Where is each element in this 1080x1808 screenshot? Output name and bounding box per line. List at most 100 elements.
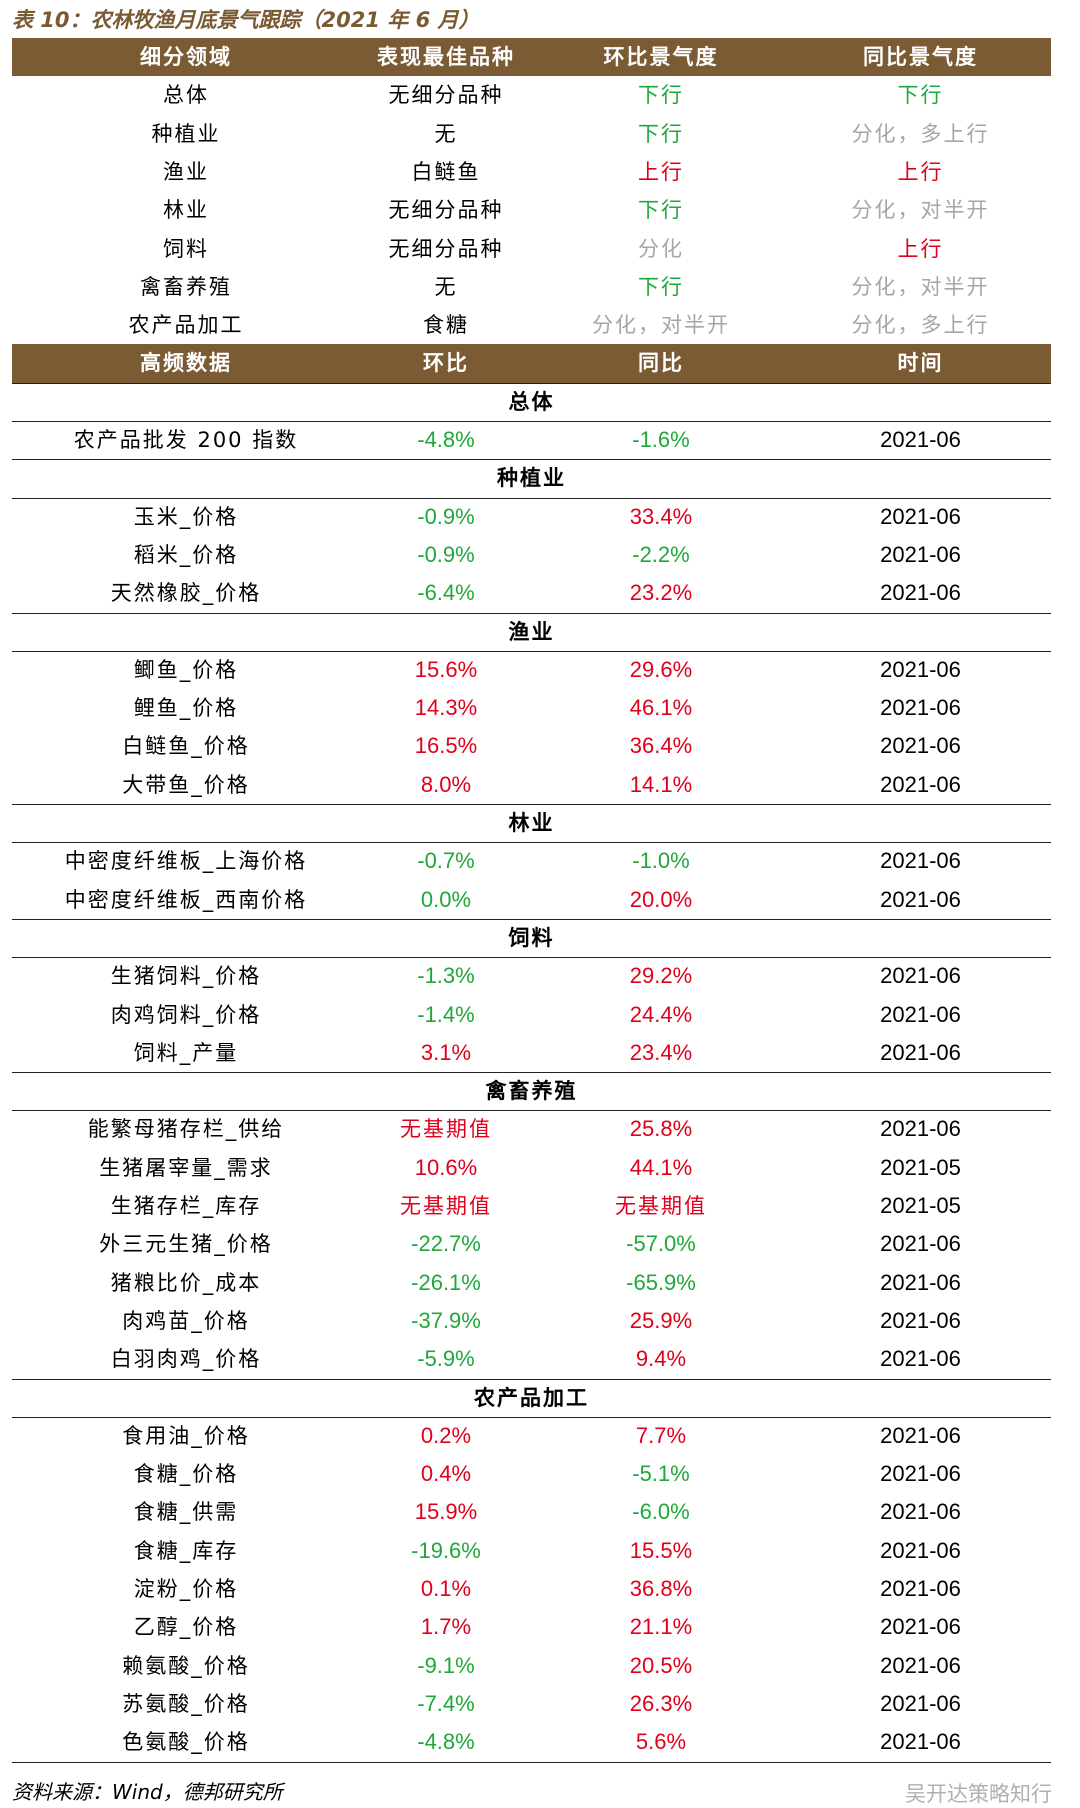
table-cell: 天然橡胶_价格 xyxy=(110,581,262,606)
header-cell: 同比 xyxy=(638,351,684,376)
table-cell: -4.8% xyxy=(417,427,475,452)
table-cell: 10.6% xyxy=(414,1154,478,1180)
table-cell: 食糖_价格 xyxy=(133,1462,239,1487)
table-cell: 2021-06 xyxy=(880,1499,961,1525)
rule xyxy=(12,918,1051,920)
section-title: 种植业 xyxy=(497,466,566,491)
table-cell: 2021-05 xyxy=(880,1193,961,1218)
table-cell: 2021-06 xyxy=(880,1039,961,1065)
table-cell: 2021-06 xyxy=(880,580,961,606)
table-cell: 2021-06 xyxy=(880,503,961,529)
table-cell: 能繁母猪存栏_供给 xyxy=(87,1117,285,1142)
table-cell: 下行 xyxy=(638,121,684,146)
table-cell: 上行 xyxy=(897,236,944,261)
table-cell: 25.9% xyxy=(629,1307,693,1333)
table-cell: 15.9% xyxy=(414,1499,478,1525)
table-cell: 2021-06 xyxy=(880,1116,961,1142)
table-cell: 食糖_库存 xyxy=(133,1538,239,1563)
table-cell: 食糖 xyxy=(423,313,469,338)
table-cell: 2021-06 xyxy=(880,1269,961,1295)
table-cell: 2021-06 xyxy=(880,1346,961,1372)
header-bar xyxy=(12,344,1051,383)
table-cell: 2021-06 xyxy=(880,1307,961,1333)
table-cell: 20.0% xyxy=(629,886,693,912)
table-cell: -65.9% xyxy=(626,1269,696,1295)
table-cell: 46.1% xyxy=(629,695,693,721)
table-cell: 3.1% xyxy=(420,1039,472,1065)
table-cell: 无 xyxy=(434,274,458,299)
table-cell: 上行 xyxy=(897,159,944,184)
table-cell: -2.2% xyxy=(632,541,690,567)
table-cell: 猪粮比价_成本 xyxy=(110,1270,262,1295)
table-cell: 分化，对半开 xyxy=(592,313,730,338)
table-title: 表 10：农林牧渔月底景气跟踪（2021 年 6 月） xyxy=(12,8,480,32)
table-cell: 1.7% xyxy=(420,1614,472,1640)
table-cell: 无基期值 xyxy=(615,1194,707,1218)
table-cell: -26.1% xyxy=(411,1269,481,1295)
table-cell: 2021-06 xyxy=(880,1537,961,1563)
table-cell: 8.0% xyxy=(420,771,472,797)
table-cell: 总体 xyxy=(163,83,209,108)
table-cell: 2021-05 xyxy=(880,1154,961,1180)
table-cell: 25.8% xyxy=(629,1116,693,1142)
table-cell: 无基期值 xyxy=(400,1194,492,1218)
table-cell: 2021-06 xyxy=(880,1576,961,1601)
table-cell: 淀粉_价格 xyxy=(133,1577,239,1601)
table-cell: 分化，对半开 xyxy=(851,274,990,299)
table-cell: 中密度纤维板_上海价格 xyxy=(64,849,308,874)
rule xyxy=(12,1072,1051,1074)
section-title: 禽畜养殖 xyxy=(485,1079,578,1104)
table-cell: 23.2% xyxy=(629,580,693,606)
header-bar xyxy=(12,38,1051,77)
rule xyxy=(12,842,1051,844)
table-cell: 食用油_价格 xyxy=(122,1423,250,1448)
table-cell: 2021-06 xyxy=(880,427,961,452)
table-cell: 23.4% xyxy=(629,1039,693,1065)
rule xyxy=(12,1761,1051,1763)
table-cell: 36.4% xyxy=(629,733,693,759)
table-cell: 分化，多上行 xyxy=(851,313,990,338)
table-cell: 2021-06 xyxy=(880,541,961,567)
table-cell: -7.4% xyxy=(417,1690,475,1716)
table-cell: 鲫鱼_价格 xyxy=(133,657,239,682)
table-cell: 2021-06 xyxy=(880,963,961,989)
table-cell: 2021-06 xyxy=(880,695,961,721)
header-cell: 时间 xyxy=(897,351,944,376)
table-cell: -0.9% xyxy=(417,503,475,529)
table-cell: 分化，对半开 xyxy=(851,198,990,223)
table-cell: 16.5% xyxy=(414,733,478,759)
header-cell: 同比景气度 xyxy=(863,45,978,69)
rule xyxy=(12,421,1051,422)
table-cell: -57.0% xyxy=(626,1231,696,1257)
header-cell: 环比 xyxy=(423,351,469,376)
table-cell: 无细分品种 xyxy=(388,236,504,261)
table-cell: 下行 xyxy=(638,274,684,299)
table-cell: 白鲢鱼 xyxy=(411,159,481,184)
table-cell: 禽畜养殖 xyxy=(140,274,232,299)
table-cell: 下行 xyxy=(638,83,684,108)
table-cell: 玉米_价格 xyxy=(133,504,239,529)
table-cell: 5.6% xyxy=(635,1729,687,1755)
table-cell: 饲料_产量 xyxy=(133,1040,239,1065)
table-cell: 下行 xyxy=(897,83,944,108)
table-cell: 2021-06 xyxy=(880,1001,961,1027)
table-cell: -1.3% xyxy=(417,963,475,989)
rule xyxy=(12,382,1051,384)
rule xyxy=(12,957,1051,959)
table-cell: 2021-06 xyxy=(880,733,961,759)
section-title: 饲料 xyxy=(508,925,555,950)
table-cell: 中密度纤维板_西南价格 xyxy=(64,887,308,912)
rule xyxy=(12,612,1051,614)
table-cell: 林业 xyxy=(163,198,209,223)
table-cell: -0.9% xyxy=(417,541,475,567)
table-cell: 白鲢鱼_价格 xyxy=(122,734,250,759)
table-cell: 14.1% xyxy=(629,771,693,797)
table-cell: 外三元生猪_价格 xyxy=(99,1232,273,1257)
table-cell: 2021-06 xyxy=(880,1729,961,1755)
table-cell: -4.8% xyxy=(417,1729,475,1755)
table-cell: -22.7% xyxy=(411,1231,481,1257)
table-cell: 2021-06 xyxy=(880,1461,961,1487)
table-cell: 分化 xyxy=(638,236,684,261)
header-cell: 细分领域 xyxy=(140,45,232,69)
table-cell: 2021-06 xyxy=(880,656,961,682)
